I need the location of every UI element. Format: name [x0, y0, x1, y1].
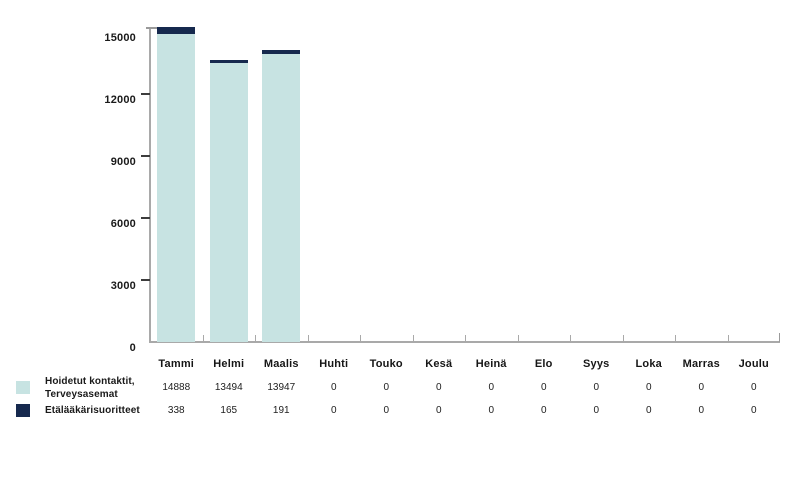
value-cell-hoidetut-kontaktit: 0 — [330, 382, 337, 393]
y-axis-label: 15000 — [104, 32, 136, 44]
x-axis-tick — [727, 335, 729, 342]
value-cell-hoidetut-kontaktit: 13947 — [267, 382, 296, 393]
legend-swatch-etalaakarisuoritteet — [16, 404, 30, 417]
y-axis-label: 3000 — [110, 280, 136, 292]
value-cell-hoidetut-kontaktit: 0 — [488, 382, 495, 393]
value-cell-etalaakarisuoritteet: 165 — [220, 405, 238, 416]
x-axis-tick — [360, 335, 361, 342]
bar-segment-etalaakarisuoritteet — [209, 59, 248, 64]
value-cell-etalaakarisuoritteet: 0 — [330, 405, 337, 416]
value-cell-hoidetut-kontaktit: 13494 — [214, 382, 243, 393]
y-axis-tick — [141, 217, 150, 219]
x-axis-tick — [307, 335, 309, 342]
bar-segment-hoidetut-kontaktit — [262, 53, 301, 342]
value-cell-hoidetut-kontaktit: 0 — [540, 382, 547, 393]
value-cell-hoidetut-kontaktit: 14888 — [162, 382, 191, 393]
value-cell-hoidetut-kontaktit: 0 — [593, 382, 600, 393]
value-cell-etalaakarisuoritteet: 0 — [488, 405, 495, 416]
y-axis-tick — [141, 93, 150, 95]
x-axis-tick — [255, 335, 256, 342]
legend-label-line1: Etälääkärisuoritteet — [45, 405, 140, 416]
x-axis-month-label: Helmi — [213, 358, 245, 370]
x-axis-tick — [465, 335, 466, 342]
y-axis-top-cap — [146, 27, 163, 29]
value-cell-etalaakarisuoritteet: 0 — [645, 405, 652, 416]
y-axis-label: 0 — [129, 342, 136, 354]
y-axis-label: 12000 — [104, 94, 136, 106]
x-axis-month-label: Loka — [635, 358, 662, 370]
x-axis-tick — [622, 335, 624, 342]
x-axis-end-tick — [778, 333, 780, 342]
y-axis-label: 6000 — [110, 218, 136, 230]
bar-segment-etalaakarisuoritteet — [157, 27, 196, 35]
value-cell-hoidetut-kontaktit: 0 — [645, 382, 652, 393]
x-axis-month-label: Tammi — [158, 358, 195, 370]
y-axis-line — [149, 28, 151, 342]
x-axis-tick — [202, 335, 204, 342]
value-cell-etalaakarisuoritteet: 191 — [272, 405, 290, 416]
x-axis-month-label: Syys — [583, 358, 610, 370]
x-axis-tick — [570, 335, 571, 342]
x-axis-month-label: Joulu — [738, 358, 769, 370]
bar-segment-etalaakarisuoritteet — [262, 49, 301, 54]
x-axis-month-label: Touko — [369, 358, 403, 370]
legend-swatch-hoidetut-kontaktit — [16, 381, 30, 394]
x-axis-month-label: Maalis — [263, 358, 299, 370]
x-axis-month-label: Kesä — [425, 358, 453, 370]
x-axis-month-label: Elo — [534, 358, 553, 370]
legend-label-line2: Terveysasemat — [45, 388, 118, 400]
value-cell-etalaakarisuoritteet: 0 — [540, 405, 547, 416]
value-cell-etalaakarisuoritteet: 0 — [593, 405, 600, 416]
y-axis-label: 9000 — [110, 156, 136, 168]
value-cell-hoidetut-kontaktit: 0 — [750, 382, 757, 393]
bar-segment-hoidetut-kontaktit — [209, 63, 248, 342]
legend-label-line1: Hoidetut kontaktit, — [45, 376, 135, 387]
x-axis-tick — [517, 335, 519, 342]
value-cell-etalaakarisuoritteet: 0 — [435, 405, 442, 416]
value-cell-etalaakarisuoritteet: 0 — [383, 405, 390, 416]
x-axis-month-label: Huhti — [319, 358, 349, 370]
x-axis-month-label: Heinä — [475, 358, 507, 370]
value-cell-hoidetut-kontaktit: 0 — [698, 382, 705, 393]
x-axis-month-label: Marras — [682, 358, 720, 370]
value-cell-hoidetut-kontaktit: 0 — [383, 382, 390, 393]
legend-label-hoidetut-kontaktit: Hoidetut kontaktit, Terveysasemat — [45, 376, 135, 401]
y-axis-tick — [141, 279, 150, 281]
legend-label-etalaakarisuoritteet: Etälääkärisuoritteet — [45, 405, 140, 418]
x-axis-line — [149, 341, 780, 343]
value-cell-etalaakarisuoritteet: 0 — [698, 405, 705, 416]
x-axis-tick — [675, 335, 676, 342]
value-cell-hoidetut-kontaktit: 0 — [435, 382, 442, 393]
value-cell-etalaakarisuoritteet: 338 — [167, 405, 185, 416]
value-cell-etalaakarisuoritteet: 0 — [750, 405, 757, 416]
bar-segment-hoidetut-kontaktit — [157, 34, 196, 342]
x-axis-tick — [412, 335, 414, 342]
y-axis-tick — [141, 155, 150, 157]
